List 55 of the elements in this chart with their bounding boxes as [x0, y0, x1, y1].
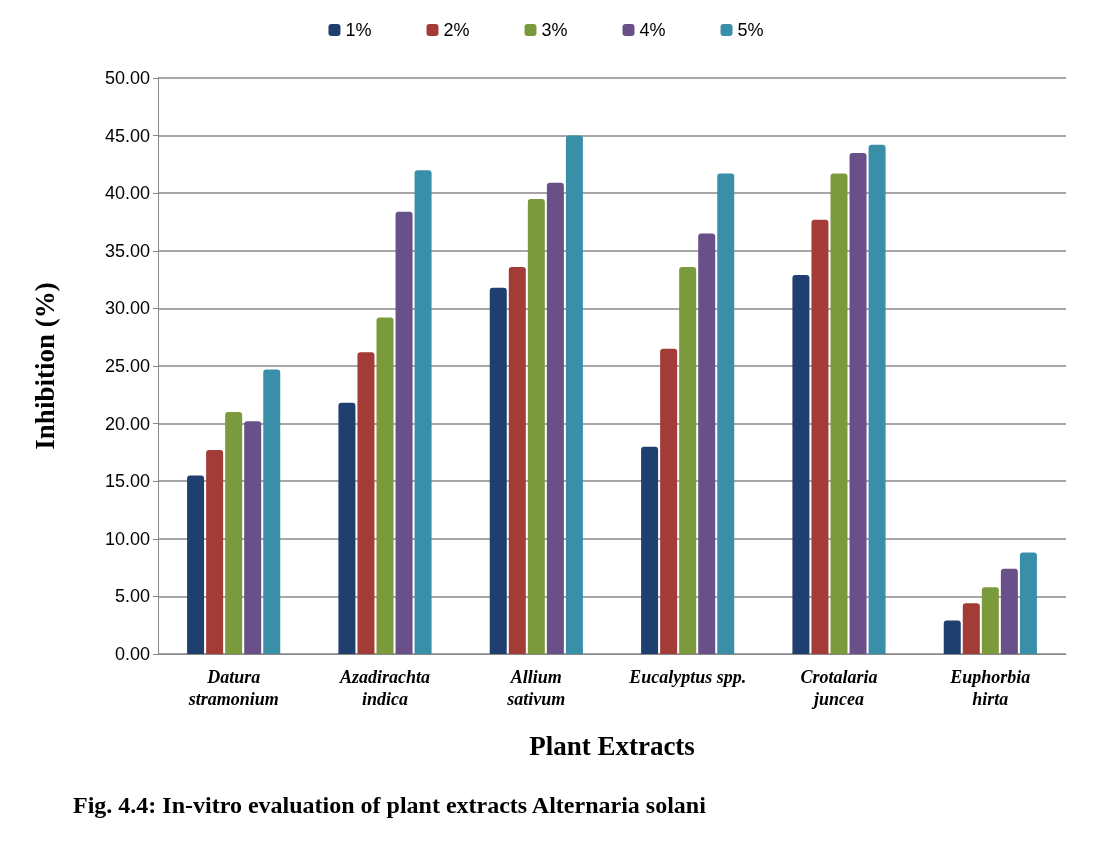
- bar: [395, 211, 413, 654]
- bar: [811, 219, 829, 654]
- legend-label: 2%: [443, 20, 470, 40]
- bar: [225, 412, 243, 654]
- bar: [414, 170, 432, 654]
- bar: [981, 587, 999, 654]
- bar: [679, 266, 697, 654]
- bar: [565, 135, 583, 654]
- legend-label: 5%: [737, 20, 764, 40]
- bar: [868, 144, 886, 654]
- y-tick-label: 35.00: [104, 240, 150, 261]
- x-tick-label: Crotalaria juncea: [800, 667, 878, 709]
- x-tick-label: Eucalyptus spp.: [628, 667, 747, 687]
- bar: [527, 198, 545, 654]
- bar: [489, 287, 507, 654]
- bar: [1019, 552, 1037, 654]
- bar: [508, 266, 526, 654]
- bar: [244, 421, 262, 654]
- legend-label: 1%: [345, 20, 372, 40]
- bar: [660, 348, 678, 654]
- bar: [792, 274, 810, 654]
- bar: [849, 152, 867, 654]
- y-tick-label: 30.00: [104, 298, 150, 319]
- y-tick-label: 0.00: [114, 644, 150, 664]
- y-tick-label: 20.00: [104, 413, 150, 434]
- x-tick-label: Datura stramonium: [187, 667, 279, 709]
- x-axis-title: Plant Extracts: [529, 730, 695, 761]
- x-tick-label: Euphorbia hirta: [949, 667, 1031, 709]
- bar: [830, 173, 848, 654]
- legend-label: 3%: [541, 20, 568, 40]
- y-tick-label: 50.00: [104, 68, 150, 88]
- y-tick-label: 40.00: [104, 183, 150, 204]
- y-tick-label: 45.00: [104, 125, 150, 146]
- bar: [206, 450, 224, 654]
- x-tick-label: Azadirachta indica: [338, 667, 431, 709]
- legend-label: 4%: [639, 20, 666, 40]
- bar: [962, 603, 980, 654]
- bar: [641, 446, 659, 654]
- y-tick-label: 5.00: [114, 586, 150, 607]
- text: Fig. 4.4: In-vitro evaluation of plant extracts Alternaria solani: [73, 792, 707, 818]
- y-tick-label: 10.00: [104, 528, 150, 549]
- bar: [357, 352, 375, 654]
- y-axis-title: Inhibition (%): [29, 282, 60, 450]
- bar: [338, 402, 356, 654]
- bar: [546, 182, 564, 654]
- bar: [187, 475, 205, 654]
- bar: [1000, 568, 1018, 654]
- x-tick-label: Allium sativum: [506, 667, 566, 709]
- bar: [376, 317, 394, 654]
- y-tick-label: 15.00: [104, 471, 150, 492]
- bar: [263, 369, 281, 654]
- bar: [698, 233, 716, 654]
- bar: [943, 620, 961, 654]
- bar: [717, 173, 735, 654]
- y-tick-label: 25.00: [104, 356, 150, 376]
